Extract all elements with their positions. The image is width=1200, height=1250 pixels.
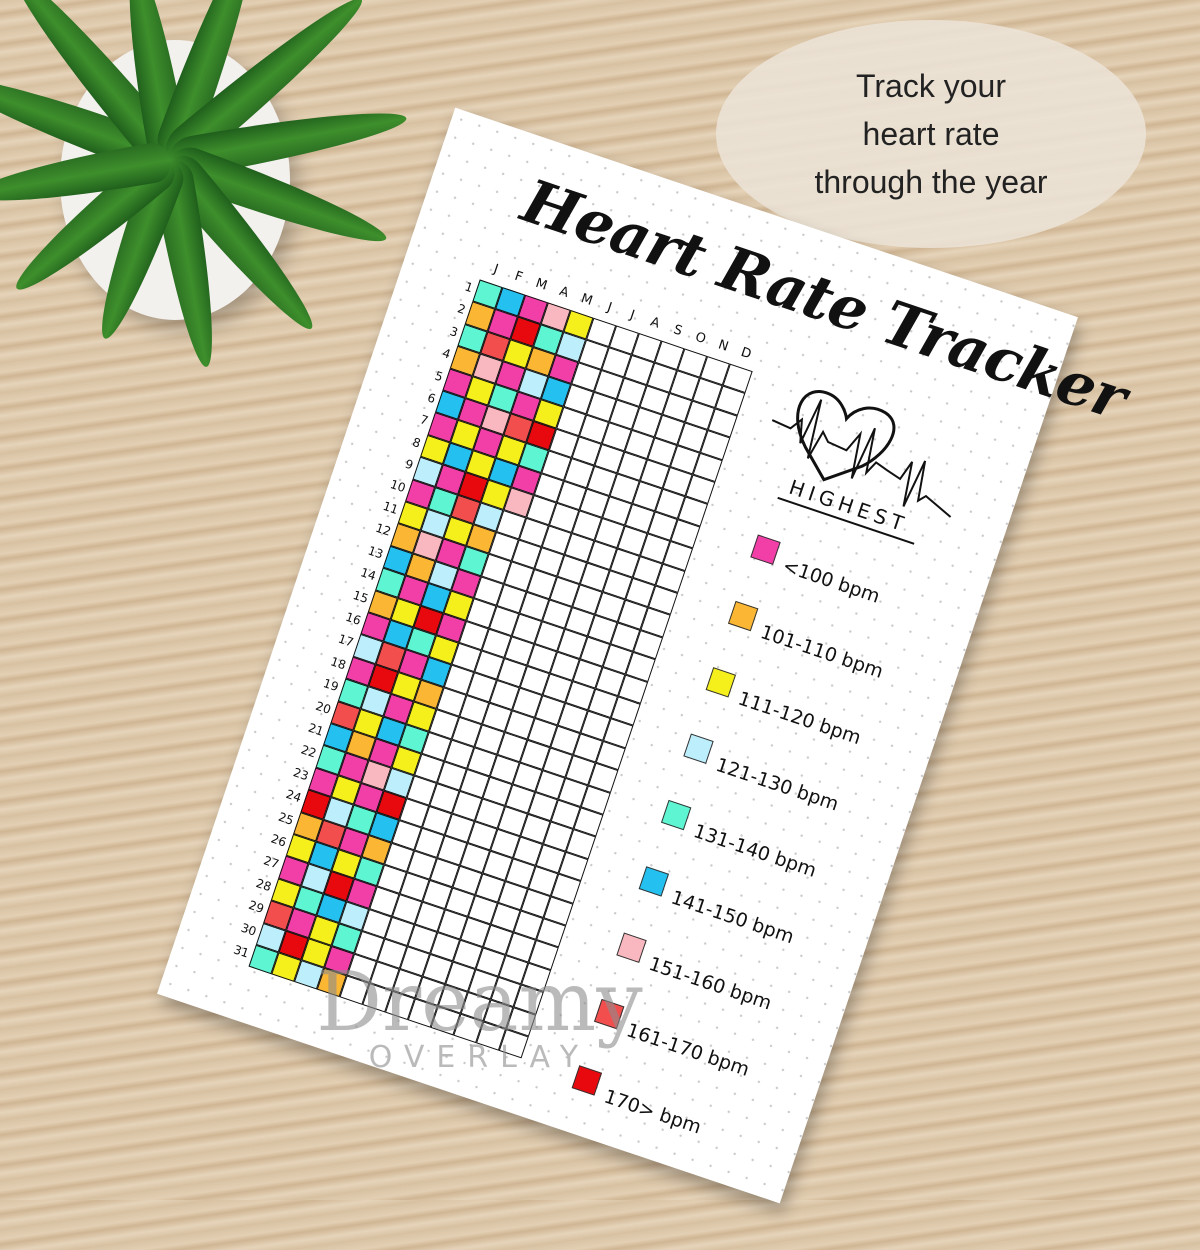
legend-swatch bbox=[750, 534, 781, 565]
legend-label: 111-120 bpm bbox=[735, 687, 864, 750]
month-label: D bbox=[738, 345, 754, 363]
day-label: 20 bbox=[313, 698, 333, 717]
day-label: 24 bbox=[284, 787, 304, 806]
heart-pulse-icon bbox=[771, 390, 952, 518]
day-label: 4 bbox=[440, 346, 453, 362]
day-label: 25 bbox=[276, 809, 296, 828]
callout-bubble: Track your heart rate through the year bbox=[716, 20, 1146, 248]
callout-line: through the year bbox=[814, 164, 1048, 200]
legend-swatch bbox=[593, 998, 625, 1030]
legend-swatch bbox=[616, 932, 647, 963]
day-label: 29 bbox=[246, 898, 266, 917]
legend-label: 170> bpm bbox=[601, 1085, 704, 1139]
day-label: 8 bbox=[410, 434, 423, 451]
legend-label: 161-170 bpm bbox=[623, 1019, 753, 1081]
day-label: 27 bbox=[261, 853, 281, 872]
day-label: 5 bbox=[433, 368, 445, 384]
day-label: 30 bbox=[239, 920, 259, 939]
day-label: 14 bbox=[358, 565, 378, 584]
day-label: 15 bbox=[351, 587, 371, 606]
day-label: 22 bbox=[299, 742, 318, 761]
legend-label: <100 bpm bbox=[779, 554, 883, 608]
legend-label: 131-140 bpm bbox=[690, 820, 820, 882]
legend-swatch bbox=[705, 667, 737, 698]
day-label: 3 bbox=[448, 323, 460, 340]
day-label: 9 bbox=[403, 456, 415, 473]
legend-item: 170> bpm bbox=[569, 1058, 710, 1139]
legend-item: 131-140 bpm bbox=[658, 792, 824, 882]
day-label: 26 bbox=[269, 831, 289, 850]
legend-item: 121-130 bpm bbox=[681, 726, 847, 816]
legend-item: <100 bpm bbox=[748, 527, 889, 608]
day-label: 7 bbox=[418, 412, 430, 429]
legend-swatch bbox=[571, 1065, 603, 1096]
day-label: 2 bbox=[455, 301, 468, 318]
day-label: 21 bbox=[306, 720, 326, 739]
legend-item: 161-170 bpm bbox=[591, 991, 757, 1081]
callout-line: Track your bbox=[856, 68, 1006, 104]
callout-line: heart rate bbox=[862, 116, 1000, 152]
legend-label: 121-130 bpm bbox=[712, 753, 842, 816]
legend-item: 151-160 bpm bbox=[614, 925, 780, 1015]
day-label: 13 bbox=[366, 543, 386, 562]
legend-item: 101-110 bpm bbox=[725, 593, 891, 683]
day-label: 6 bbox=[425, 390, 438, 407]
legend-label: 101-110 bpm bbox=[757, 621, 887, 683]
potted-plant bbox=[0, 0, 440, 480]
legend-item: 111-120 bpm bbox=[703, 660, 869, 750]
day-label: 18 bbox=[328, 654, 348, 673]
day-label: 16 bbox=[343, 609, 363, 628]
legend-item: 141-150 bpm bbox=[636, 859, 802, 949]
day-label: 17 bbox=[336, 631, 356, 651]
day-label: 19 bbox=[321, 676, 341, 695]
day-label: 11 bbox=[381, 498, 401, 517]
legend-swatch bbox=[683, 733, 714, 764]
day-label: 12 bbox=[373, 521, 393, 540]
legend-swatch bbox=[638, 866, 670, 897]
day-label: 10 bbox=[388, 476, 408, 495]
day-label: 28 bbox=[254, 875, 274, 895]
day-label: 23 bbox=[291, 764, 311, 784]
day-label: 1 bbox=[462, 279, 475, 296]
legend-swatch bbox=[660, 799, 692, 831]
legend-label: 151-160 bpm bbox=[645, 952, 775, 1015]
legend-swatch bbox=[727, 600, 759, 632]
legend-label: 141-150 bpm bbox=[668, 886, 797, 949]
day-label: 31 bbox=[231, 942, 251, 961]
